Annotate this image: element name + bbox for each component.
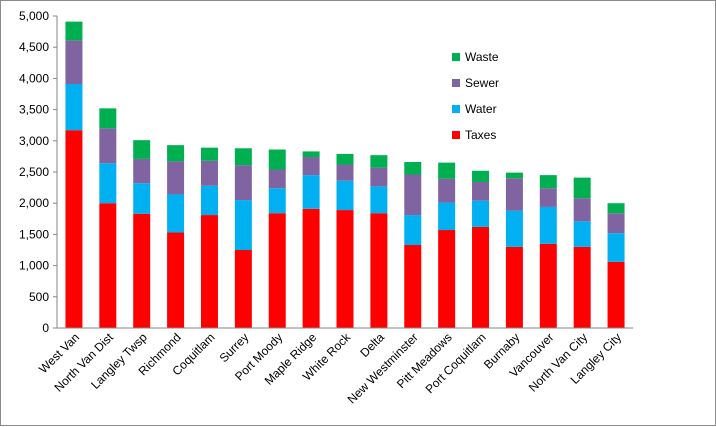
- bar-segment-taxes: [336, 210, 354, 328]
- bar-segment-waste: [234, 148, 252, 166]
- bar-segment-waste: [302, 151, 320, 158]
- bar-segment-taxes: [302, 208, 320, 328]
- bar-segment-sewer: [438, 178, 456, 203]
- bar-segment-taxes: [438, 230, 456, 328]
- bar-segment-water: [438, 202, 456, 231]
- bar-segment-sewer: [472, 181, 490, 201]
- bar-segment-sewer: [336, 164, 354, 181]
- bar-segment-waste: [607, 203, 625, 214]
- legend-swatch-waste: [452, 53, 460, 61]
- bar-segment-taxes: [607, 261, 625, 328]
- bar-segment-water: [573, 221, 591, 247]
- bar-segment-waste: [472, 170, 490, 182]
- legend-swatch-sewer: [452, 79, 460, 87]
- bar-segment-sewer: [99, 128, 117, 164]
- bar-segment-waste: [573, 177, 591, 199]
- bar-segment-sewer: [268, 169, 286, 189]
- bar-segment-taxes: [505, 246, 523, 328]
- bars-layer: [65, 21, 625, 328]
- bar-segment-sewer: [167, 161, 185, 195]
- bar-segment-waste: [438, 162, 456, 179]
- bar-segment-taxes: [200, 215, 218, 328]
- bar-segment-waste: [99, 108, 117, 129]
- bar-segment-taxes: [268, 213, 286, 328]
- y-tick-label: 2,500: [19, 165, 49, 179]
- bar-segment-waste: [404, 162, 422, 175]
- bar-segment-taxes: [404, 245, 422, 328]
- bar-segment-sewer: [370, 167, 388, 187]
- bar-segment-taxes: [133, 213, 151, 328]
- bar-segment-taxes: [472, 226, 490, 328]
- bar-segment-waste: [539, 175, 557, 189]
- bar-segment-taxes: [167, 232, 185, 328]
- bar-segment-water: [133, 183, 151, 214]
- y-tick-label: 1,000: [19, 259, 49, 273]
- bar-segment-waste: [167, 145, 185, 162]
- bar-segment-sewer: [539, 188, 557, 207]
- y-tick-label: 3,500: [19, 103, 49, 117]
- y-tick-label: 3,000: [19, 134, 49, 148]
- bar-segment-taxes: [99, 203, 117, 328]
- bar-segment-water: [336, 180, 354, 211]
- bar-segment-water: [404, 215, 422, 246]
- legend-label: Waste: [465, 50, 499, 64]
- bar-segment-water: [234, 200, 252, 250]
- bar-segment-sewer: [404, 174, 422, 216]
- bar-segment-waste: [133, 140, 151, 159]
- legend-swatch-water: [452, 105, 460, 113]
- bar-segment-taxes: [234, 250, 252, 328]
- x-category-label: Delta: [357, 330, 387, 360]
- bar-segment-water: [539, 206, 557, 244]
- y-tick-label: 500: [29, 290, 49, 304]
- y-tick-label: 4,000: [19, 71, 49, 85]
- bar-segment-taxes: [573, 246, 591, 328]
- bar-segment-water: [505, 210, 523, 247]
- legend-label: Water: [465, 102, 497, 116]
- legend-label: Sewer: [465, 76, 499, 90]
- y-tick-label: 0: [42, 321, 49, 335]
- bar-segment-taxes: [370, 213, 388, 328]
- bar-segment-sewer: [573, 198, 591, 222]
- bar-segment-sewer: [234, 165, 252, 201]
- bar-segment-waste: [200, 147, 218, 161]
- bar-segment-taxes: [65, 130, 83, 328]
- legend-label: Taxes: [465, 128, 496, 142]
- y-tick-label: 4,500: [19, 40, 49, 54]
- y-tick-label: 1,500: [19, 227, 49, 241]
- bar-segment-water: [65, 84, 83, 131]
- bar-segment-sewer: [505, 178, 523, 211]
- bar-segment-waste: [336, 153, 354, 165]
- bar-segment-water: [167, 194, 185, 233]
- bar-segment-water: [99, 163, 117, 204]
- bar-segment-waste: [268, 149, 286, 170]
- bar-segment-water: [370, 186, 388, 214]
- bar-segment-sewer: [607, 213, 625, 234]
- bar-segment-waste: [370, 155, 388, 168]
- bar-segment-water: [200, 185, 218, 216]
- y-axis-ticks: 0 500 1,000 1,500 2,000 2,500 3,000 3,500 4,000 4…: [19, 9, 57, 335]
- bar-segment-waste: [65, 21, 83, 41]
- bar-segment-water: [302, 175, 320, 209]
- bar-segment-water: [268, 188, 286, 214]
- bar-segment-sewer: [65, 40, 83, 85]
- y-tick-label: 5,000: [19, 9, 49, 23]
- legend: Waste Sewer Water Taxes: [452, 50, 499, 142]
- bar-segment-waste: [505, 172, 523, 179]
- bar-segment-sewer: [200, 160, 218, 186]
- y-tick-label: 2,000: [19, 196, 49, 210]
- bar-segment-sewer: [133, 158, 151, 184]
- legend-swatch-taxes: [452, 131, 460, 139]
- bar-segment-water: [472, 200, 490, 227]
- bar-segment-water: [607, 233, 625, 262]
- bar-segment-taxes: [539, 243, 557, 328]
- x-category-label: Port Coquitlam: [423, 330, 489, 396]
- bar-segment-sewer: [302, 157, 320, 176]
